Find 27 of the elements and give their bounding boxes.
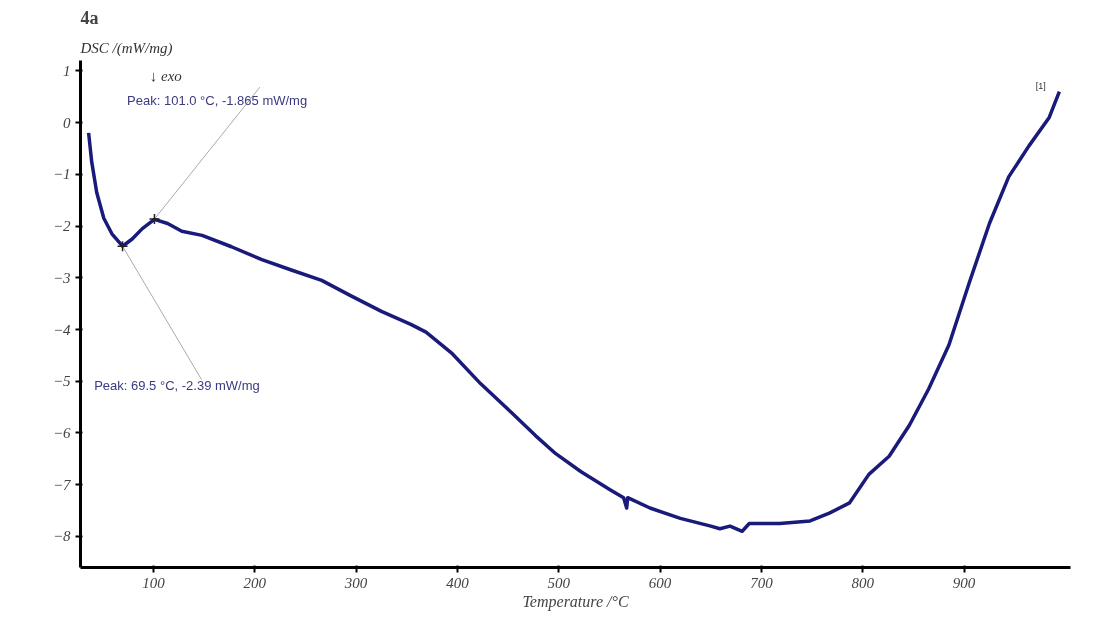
x-tick-label: 700 [750,574,774,591]
y-tick-label: 1 [63,62,71,79]
x-tick-label: 600 [648,574,672,591]
y-tick-label: −3 [52,269,71,286]
line-series [86,89,1062,534]
annotation: Peak: 69.5 °C, -2.39 mW/mg [94,378,260,394]
y-tick-label: −1 [52,166,71,183]
x-tick-label: 200 [243,574,267,591]
y-tick-label: −5 [52,373,71,390]
x-tick-label: 900 [952,574,976,591]
annotation: ↓ exo [149,67,183,84]
x-tick-label: 800 [851,574,875,591]
y-tick-label: 0 [63,114,71,131]
annotation: Peak: 101.0 °C, -1.865 mW/mg [127,92,308,108]
y-tick-label: −8 [52,528,71,545]
y-tick-label: −7 [52,476,72,493]
x-tick-label: 100 [142,574,166,591]
annotation: [1] [1035,81,1046,92]
x-tick-label: 300 [343,574,368,591]
y-tick-label: −2 [52,218,71,235]
y-tick-label: −6 [52,424,71,441]
x-tick-label: 400 [446,574,470,591]
x-tick-label: 500 [547,574,571,591]
y-axis-title: DSC /(mW/mg) [79,39,173,57]
x-axis-title: Temperature /°C [522,592,629,611]
chart-title: 4a [80,7,99,28]
y-tick-label: −4 [52,321,71,338]
